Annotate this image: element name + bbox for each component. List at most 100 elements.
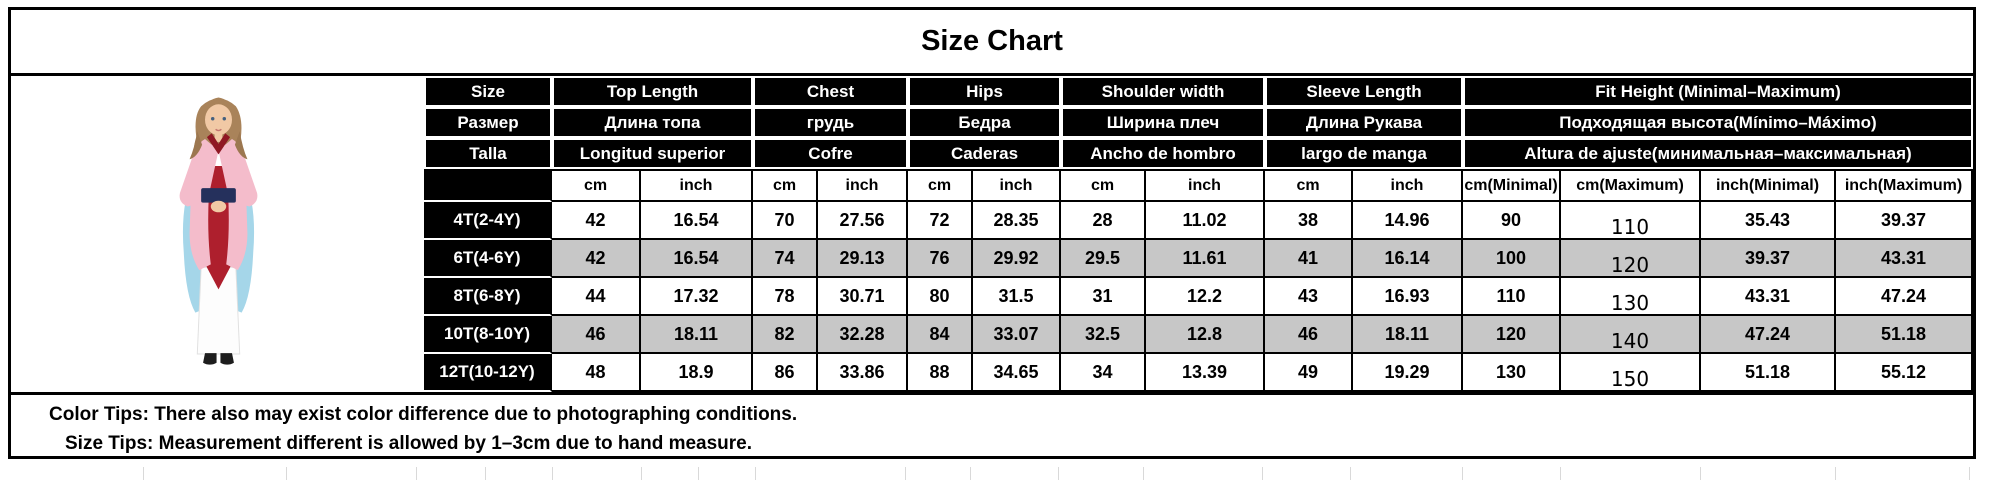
header-shoulder-ru: Ширина плеч <box>1061 107 1265 138</box>
size-label-cell: 8T(6-8Y) <box>424 278 552 316</box>
value-cell: 86 <box>753 354 818 392</box>
grid-line <box>905 467 906 480</box>
bottom-grid-lines <box>0 459 1990 480</box>
size-label-cell: 10T(8-10Y) <box>424 316 552 354</box>
value-cell: 43.31 <box>1701 278 1836 316</box>
value-cell: 28.35 <box>973 202 1061 240</box>
value-cell: 18.11 <box>641 316 753 354</box>
header-shoulder-en: Shoulder width <box>1061 76 1265 107</box>
header-sleeve-ru: Длина Рукава <box>1265 107 1463 138</box>
chart-content: Size Top Length Chest Hips Shoulder widt… <box>11 76 1973 392</box>
grid-line <box>416 467 417 480</box>
grid-line <box>143 467 144 480</box>
value-cell: 78 <box>753 278 818 316</box>
value-cell: 27.56 <box>818 202 908 240</box>
value-cell: 39.37 <box>1836 202 1973 240</box>
pink-sleeve-right <box>230 148 258 207</box>
grid-line <box>1835 467 1836 480</box>
header-sleeve-en: Sleeve Length <box>1265 76 1463 107</box>
table-corner-cell <box>424 169 552 202</box>
hair-lock-right <box>234 131 248 160</box>
value-cell: 120 <box>1561 240 1701 278</box>
grid-line <box>755 467 756 480</box>
value-cell: 33.07 <box>973 316 1061 354</box>
pink-sleeve-left <box>179 148 207 207</box>
eye-left <box>210 117 215 121</box>
value-cell: 29.92 <box>973 240 1061 278</box>
value-cell: 32.5 <box>1061 316 1146 354</box>
header-top-length-ru: Длина топа <box>552 107 753 138</box>
value-cell: 31 <box>1061 278 1146 316</box>
red-collar <box>206 133 231 155</box>
value-cell: 43.31 <box>1836 240 1973 278</box>
grid-line <box>1560 467 1561 480</box>
grid-line <box>1969 467 1970 480</box>
value-cell: 16.54 <box>641 240 753 278</box>
header-top-length-es: Longitud superior <box>552 138 753 169</box>
chart-frame: Size Chart <box>8 7 1976 459</box>
value-cell: 17.32 <box>641 278 753 316</box>
value-cell: 90 <box>1463 202 1561 240</box>
value-cell: 18.11 <box>1353 316 1463 354</box>
value-cell: 31.5 <box>973 278 1061 316</box>
unit-cell: cm(Minimal) <box>1463 169 1561 202</box>
header-size-es: Talla <box>424 138 552 169</box>
face <box>205 104 232 136</box>
value-cell: 12.2 <box>1146 278 1265 316</box>
hair-top <box>205 97 232 111</box>
value-cell: 110 <box>1561 202 1701 240</box>
value-cell: 16.93 <box>1353 278 1463 316</box>
header-fit-height-ru: Подходящая высота(Mínimo–Máximo) <box>1463 107 1973 138</box>
size-tip-text: Size Tips: Measurement different is allo… <box>65 433 753 454</box>
header-chest-en: Chest <box>753 76 908 107</box>
value-cell: 13.39 <box>1146 354 1265 392</box>
unit-cell: inch(Maximum) <box>1836 169 1973 202</box>
unit-cell: cm <box>1061 169 1146 202</box>
grid-line <box>1058 467 1059 480</box>
grid-line <box>1143 467 1144 480</box>
value-cell: 84 <box>908 316 973 354</box>
value-cell: 120 <box>1463 316 1561 354</box>
navy-sash <box>201 188 236 203</box>
unit-cell: cm <box>908 169 973 202</box>
value-cell: 140 <box>1561 316 1701 354</box>
header-chest-ru: грудь <box>753 107 908 138</box>
header-hips-es: Caderas <box>908 138 1061 169</box>
value-cell: 100 <box>1463 240 1561 278</box>
unit-cell: cm <box>753 169 818 202</box>
mouth <box>215 128 222 132</box>
unit-cell: inch(Minimal) <box>1701 169 1836 202</box>
value-cell: 29.13 <box>818 240 908 278</box>
grid-line <box>1262 467 1263 480</box>
value-cell: 41 <box>1265 240 1353 278</box>
header-top-length-en: Top Length <box>552 76 753 107</box>
grid-line <box>641 467 642 480</box>
tips-box: Color Tips: There also may exist color d… <box>11 392 1973 456</box>
value-cell: 47.24 <box>1701 316 1836 354</box>
grid-line <box>970 467 971 480</box>
product-photo-cell <box>11 76 424 392</box>
value-cell: 70 <box>753 202 818 240</box>
grid-line <box>1462 467 1463 480</box>
value-cell: 34.65 <box>973 354 1061 392</box>
grid-line <box>1350 467 1351 480</box>
grid-line <box>485 467 486 480</box>
value-cell: 110 <box>1463 278 1561 316</box>
value-cell: 34 <box>1061 354 1146 392</box>
eye-right <box>222 117 227 121</box>
value-cell: 28 <box>1061 202 1146 240</box>
size-table-body: cm inch cm inch cm inch cm inch cm inch cm(Minimal… <box>424 169 1973 392</box>
value-cell: 130 <box>1463 354 1561 392</box>
value-cell: 74 <box>753 240 818 278</box>
header-size-en: Size <box>424 76 552 107</box>
value-cell: 82 <box>753 316 818 354</box>
value-cell: 55.12 <box>1836 354 1973 392</box>
value-cell: 46 <box>552 316 641 354</box>
value-cell: 32.28 <box>818 316 908 354</box>
header-hips-en: Hips <box>908 76 1061 107</box>
unit-cell: inch <box>973 169 1061 202</box>
value-cell: 88 <box>908 354 973 392</box>
unit-cell: inch <box>1353 169 1463 202</box>
value-cell: 42 <box>552 240 641 278</box>
